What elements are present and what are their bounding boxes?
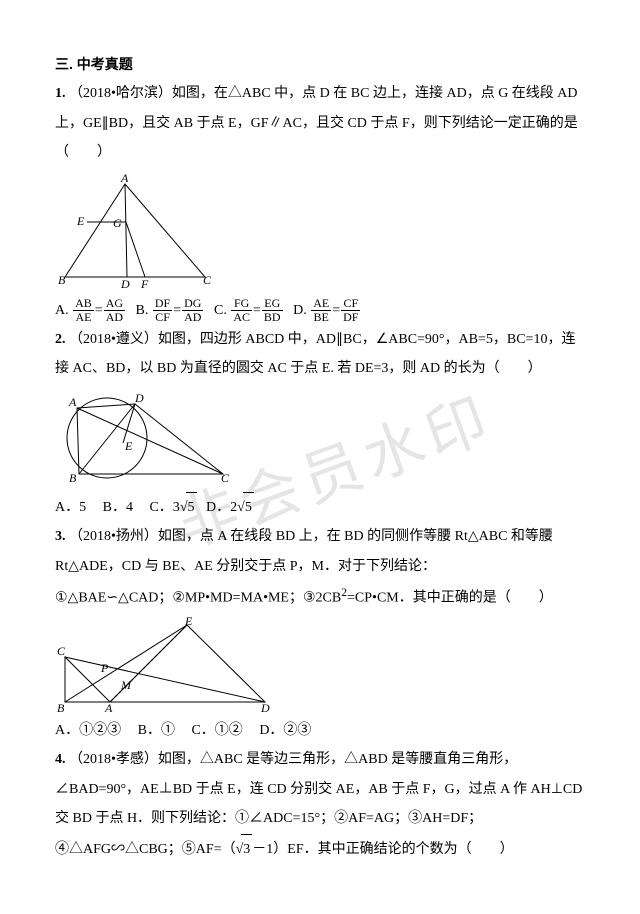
question-4: 4. （2018•孝感）如图，△ABC 是等边三角形，△ABD 是等腰直角三角形… <box>55 745 585 864</box>
q2-options: A．5 B．4 C．3√5 D．2√5 <box>55 492 585 522</box>
q2-optB: B．4 <box>103 493 133 522</box>
q1-optB: B. DFCF=DGAD <box>136 296 205 325</box>
q4-text: （2018•孝感）如图，△ABC 是等边三角形，△ABD 是等腰直角三角形，∠B… <box>55 752 582 856</box>
q1-num: 1. <box>55 86 66 101</box>
q3-line2: ①△BAE∽△CAD；②MP•MD=MA•ME；③2CB2=CP•CM．其中正确… <box>55 581 585 613</box>
question-2: 2. （2018•遵义）如图，四边形 ABCD 中，AD∥BC，∠ABC=90°… <box>55 325 585 384</box>
q3-optD: D．②③ <box>259 716 311 745</box>
q3-figure: A B C D E M P <box>55 617 275 712</box>
section-title: 三. 中考真题 <box>55 50 585 79</box>
svg-text:B: B <box>58 273 66 287</box>
svg-text:C: C <box>57 644 66 658</box>
svg-text:C: C <box>203 273 212 287</box>
svg-text:E: E <box>76 214 85 228</box>
q3-optC: C．①② <box>191 716 242 745</box>
svg-text:M: M <box>120 678 132 692</box>
q1-figure: A B C D E F G <box>55 172 215 292</box>
q2-optC: C．3√5 <box>149 492 196 522</box>
svg-text:D: D <box>134 391 144 405</box>
q2-figure: A B C D E <box>55 388 235 488</box>
svg-text:A: A <box>68 395 77 409</box>
q3-options: A．①②③ B．① C．①② D．②③ <box>55 716 585 745</box>
svg-text:E: E <box>184 617 193 628</box>
q2-optD: D．2√5 <box>206 492 254 522</box>
svg-text:P: P <box>100 661 109 675</box>
svg-text:F: F <box>140 277 149 291</box>
svg-text:E: E <box>124 439 133 453</box>
svg-text:D: D <box>260 701 270 712</box>
question-1: 1. （2018•哈尔滨）如图，在△ABC 中，点 D 在 BC 边上，连接 A… <box>55 79 585 167</box>
q3-optB: B．① <box>138 716 175 745</box>
svg-text:D: D <box>120 277 130 291</box>
q1-optC: C. FGAC=EGBD <box>214 296 284 325</box>
q1-optD: D. AEBE=CFDF <box>293 296 361 325</box>
q1-text: （2018•哈尔滨）如图，在△ABC 中，点 D 在 BC 边上，连接 AD，点… <box>55 86 578 160</box>
q2-optA: A．5 <box>55 493 86 522</box>
svg-text:A: A <box>120 172 129 185</box>
q3-num: 3. <box>55 529 66 544</box>
q2-text: （2018•遵义）如图，四边形 ABCD 中，AD∥BC，∠ABC=90°，AB… <box>55 332 575 376</box>
svg-text:G: G <box>113 216 122 230</box>
q4-num: 4. <box>55 752 66 767</box>
question-3: 3. （2018•扬州）如图，点 A 在线段 BD 上，在 BD 的同侧作等腰 … <box>55 522 585 581</box>
q3-text: （2018•扬州）如图，点 A 在线段 BD 上，在 BD 的同侧作等腰 Rt△… <box>55 529 553 573</box>
svg-text:A: A <box>104 701 113 712</box>
svg-text:C: C <box>221 471 230 485</box>
q1-options: A. ABAE=AGAD B. DFCF=DGAD C. FGAC=EGBD D… <box>55 296 585 325</box>
q2-num: 2. <box>55 332 66 347</box>
svg-text:B: B <box>57 701 65 712</box>
q1-optA: A. ABAE=AGAD <box>55 296 126 325</box>
q3-optA: A．①②③ <box>55 716 121 745</box>
svg-text:B: B <box>69 471 77 485</box>
